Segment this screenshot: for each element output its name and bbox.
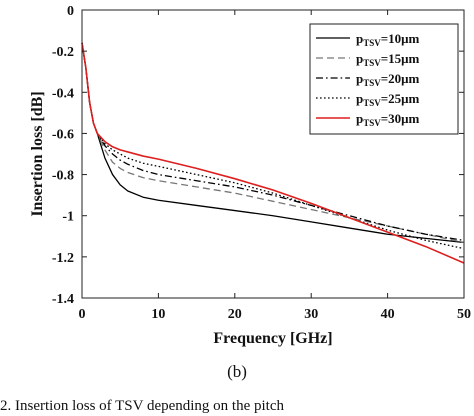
x-tick-label: 40 [381,307,395,322]
x-tick-label: 20 [228,307,242,322]
series-line-5 [81,42,465,264]
legend-label-4: pTSV=25μm [356,91,420,108]
legend-label-3: pTSV=20μm [356,71,420,88]
x-tick-label: 50 [457,307,471,322]
axes-layer: 0 10 20 30 40 50 0 -0.2 -0.4 -0.6 -0.8 -1 -1.2 -1.4 Fr… [29,4,471,347]
legend-box [309,23,459,135]
y-tick-label: -0.4 [52,86,74,101]
legend: pTSV=10μm pTSV=15μm pTSV=20μm pTSV=25μm pTSV… [309,23,459,135]
plot-layer [81,42,465,264]
y-tick-label: -0.6 [52,127,74,142]
y-tick-label: -1 [62,210,74,225]
x-tick-label: 0 [79,307,86,322]
x-tick-label: 10 [151,307,165,322]
legend-label-1: pTSV=10μm [356,31,420,48]
insertion-loss-chart: 0 10 20 30 40 50 0 -0.2 -0.4 -0.6 -0.8 -1 -1.2 -1.4 Fr… [29,4,471,347]
series-line-3 [81,42,465,242]
legend-label-5: pTSV=30μm [356,111,420,128]
y-tick-label: -0.2 [52,45,74,60]
y-tick-label: -1.4 [52,292,74,307]
plot-frame [81,9,465,299]
figure-caption: 2. Insertion loss of TSV depending on th… [0,398,285,414]
y-tick-label: -0.8 [52,169,74,184]
x-axis-title: Frequency [GHz] [213,330,332,347]
y-axis-title: Insertion loss [dB] [29,91,46,216]
y-tick-label: 0 [67,4,74,19]
panel-label: (b) [227,362,247,381]
legend-label-2: pTSV=15μm [356,51,420,68]
x-tick-label: 30 [304,307,318,322]
y-tick-label: -1.2 [52,251,74,266]
